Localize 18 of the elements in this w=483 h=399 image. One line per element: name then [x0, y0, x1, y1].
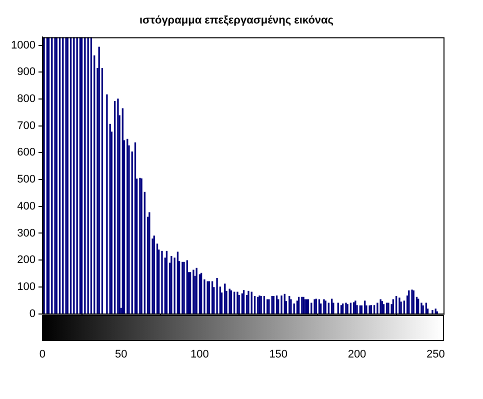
y-tick-label: 700 — [17, 120, 36, 132]
x-tick-label: 100 — [190, 348, 209, 360]
x-tick-label: 0 — [39, 348, 46, 360]
y-tick-label: 100 — [17, 280, 36, 293]
y-tick-label: 0 — [29, 308, 36, 320]
x-tick-label: 50 — [114, 348, 128, 360]
y-tick-label: 500 — [17, 174, 36, 186]
y-tick-label: 300 — [17, 227, 36, 240]
y-tick-label: 400 — [17, 200, 36, 212]
x-tick-label: 150 — [269, 348, 288, 360]
y-tick-label: 900 — [17, 66, 36, 78]
chart-title: ιστόγραμμα επεξεργασμένης εικόνας — [139, 14, 334, 27]
x-tick-label: 250 — [426, 348, 445, 360]
y-tick-label: 200 — [17, 254, 36, 266]
y-tick-label: 600 — [17, 146, 36, 159]
y-tick-label: 800 — [17, 92, 36, 105]
x-tick-label: 200 — [348, 348, 366, 360]
y-tick-label: 1000 — [10, 39, 36, 52]
